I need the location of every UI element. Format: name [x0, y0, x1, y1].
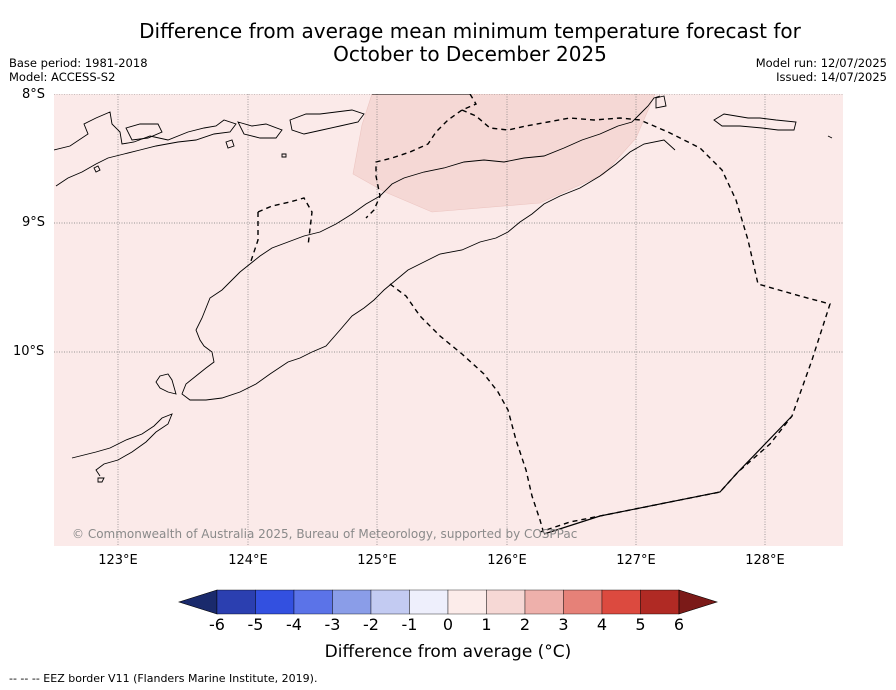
model-name: Model: ACCESS-S2 [9, 70, 116, 84]
lat-label-9s: 9°S [22, 215, 46, 230]
lat-label-10s: 10°S [13, 344, 45, 359]
colorbar-arrow-high [678, 589, 718, 615]
colorbar-segment [293, 589, 333, 615]
lon-label-123e: 123°E [98, 553, 138, 568]
lon-label-128e: 128°E [745, 553, 785, 568]
meta-right: Model run: 12/07/2025 Issued: 14/07/2025 [756, 56, 887, 84]
colorbar-tick-label: 3 [558, 615, 569, 634]
title-line-2: October to December 2025 [333, 42, 607, 66]
colorbar-segment [370, 589, 410, 615]
meta-left: Base period: 1981-2018 Model: ACCESS-S2 [9, 56, 148, 84]
model-run: Model run: 12/07/2025 [755, 56, 887, 70]
eez-solid-segment [543, 415, 793, 535]
colorbar-tick-label: -4 [286, 615, 302, 634]
colorbar-tick-label: -3 [324, 615, 341, 634]
colorbar-tick-label: -5 [247, 615, 264, 634]
colorbar-segment [332, 589, 372, 615]
chart-title: Difference from average mean minimum tem… [0, 20, 896, 66]
colorbar-segment [601, 589, 641, 615]
title-line-1: Difference from average mean minimum tem… [139, 19, 801, 43]
colorbar-tick-label: 1 [481, 615, 492, 634]
eez-footnote: -- -- -- EEZ border V11 (Flanders Marine… [9, 672, 318, 685]
colorbar-tick-label: -6 [209, 615, 225, 634]
colorbar-segment [255, 589, 295, 615]
colorbar-tick-label: -1 [401, 615, 418, 634]
colorbar-arrow-low [178, 589, 218, 615]
colorbar [178, 589, 718, 615]
colorbar-segment [524, 589, 564, 615]
colorbar-segment [216, 589, 256, 615]
lon-label-127e: 127°E [616, 553, 656, 568]
colorbar-segment [409, 589, 449, 615]
lat-label-8s: 8°S [22, 87, 46, 102]
lon-label-125e: 125°E [357, 553, 397, 568]
anomaly-patch [352, 94, 656, 213]
colorbar-segment [563, 589, 603, 615]
base-period: Base period: 1981-2018 [9, 56, 148, 70]
colorbar-segment [447, 589, 487, 615]
colorbar-tick-label: 6 [673, 615, 685, 634]
colorbar-tick-label: 5 [635, 615, 646, 634]
gridlines [54, 94, 843, 546]
coastlines [54, 94, 833, 483]
colorbar-segment [640, 589, 680, 615]
lon-label-124e: 124°E [228, 553, 268, 568]
copyright-notice: © Commonwealth of Australia 2025, Bureau… [72, 527, 578, 541]
colorbar-tick-label: 4 [596, 615, 608, 634]
colorbar-label: Difference from average (°C) [324, 642, 572, 662]
colorbar-tick-label: 2 [519, 615, 531, 634]
lon-label-126e: 126°E [487, 553, 527, 568]
colorbar-segment [486, 589, 526, 615]
colorbar-tick-label: 0 [442, 615, 454, 634]
issued-date: Issued: 14/07/2025 [776, 70, 887, 84]
colorbar-tick-label: -2 [363, 615, 379, 634]
